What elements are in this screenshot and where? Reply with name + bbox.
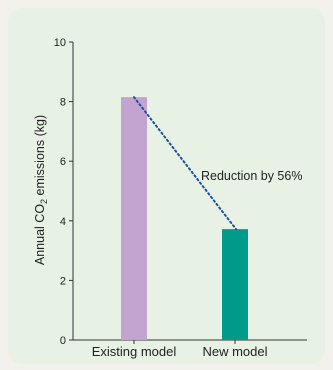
overlay: [133, 96, 237, 231]
bars: [121, 97, 248, 340]
y-tick-label: 10: [54, 37, 66, 49]
y-axis-label: Annual CO2 emissions (kg): [33, 115, 49, 265]
y-tick-label: 0: [60, 335, 66, 347]
x-category-label: New model: [202, 344, 267, 359]
y-tick-label: 8: [60, 97, 66, 109]
chart-card: [8, 8, 325, 364]
bar-new-model: [222, 229, 248, 340]
x-category-label: Existing model: [92, 344, 177, 359]
reduction-line: [133, 96, 237, 231]
y-tick-label: 2: [60, 275, 66, 287]
y-tick-label: 6: [60, 156, 66, 168]
y-tick-label: 4: [60, 216, 66, 228]
axes: 0 2 4 6 8 10 Existing model New model: [54, 37, 307, 359]
reduction-annotation: Reduction by 56%: [201, 169, 302, 183]
bar-existing-model: [121, 97, 147, 340]
